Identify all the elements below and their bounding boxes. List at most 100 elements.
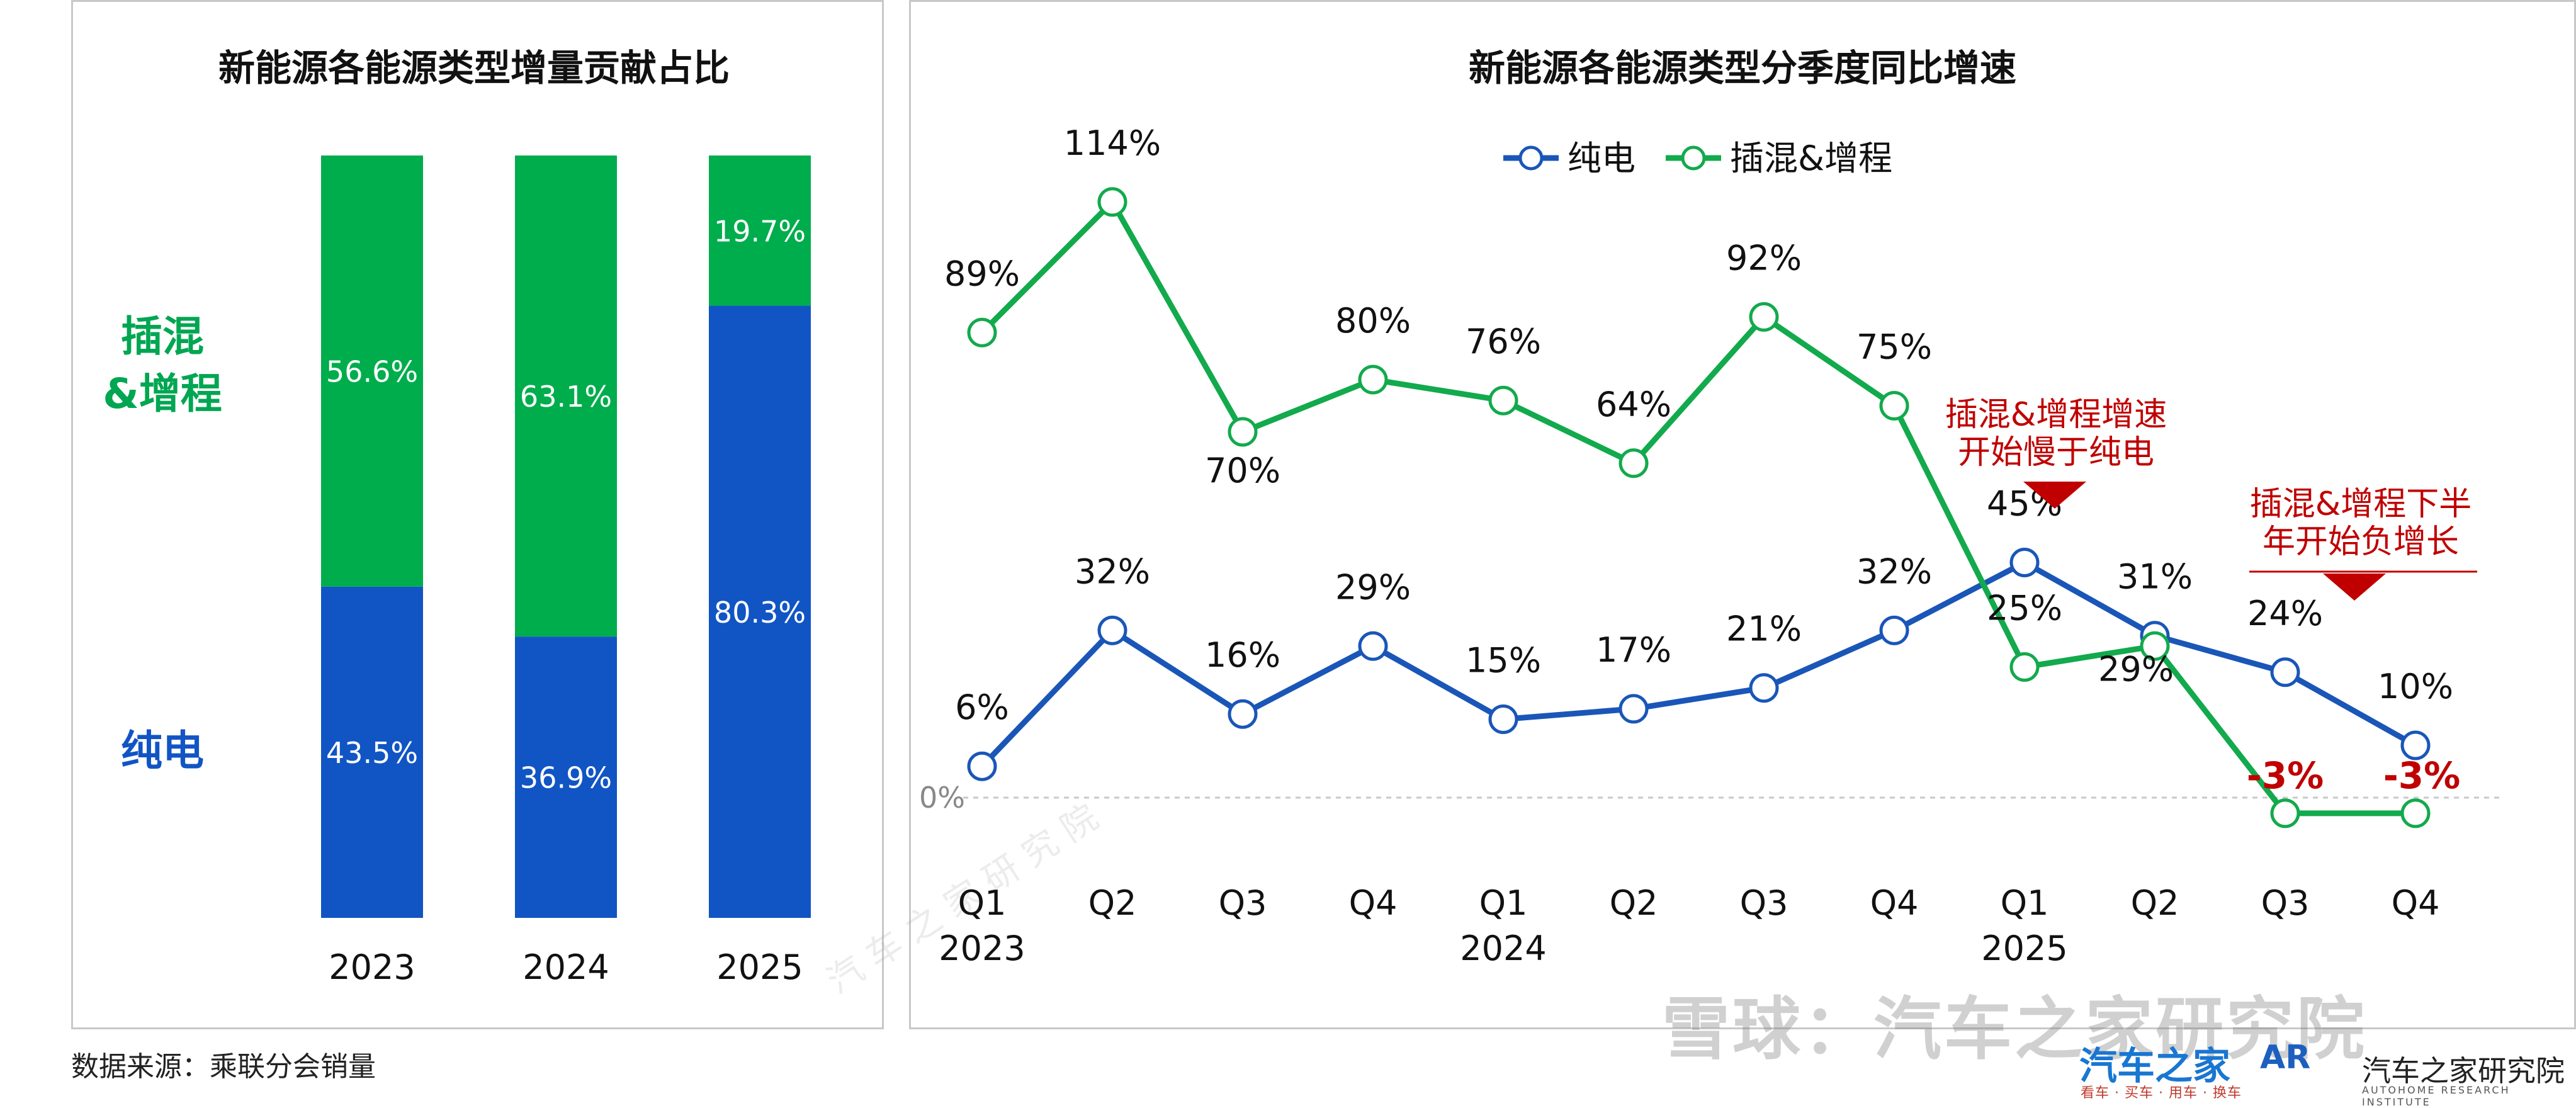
legend-bev-marker <box>1518 145 1544 171</box>
point-bev-11 <box>2400 730 2431 760</box>
data-label-phev-10: -3% <box>2247 754 2324 797</box>
phev-series-label-line2: &增程 <box>103 370 222 418</box>
annotation-1-arrow <box>2023 482 2086 509</box>
point-phev-4 <box>1488 385 1518 416</box>
xueqiu-watermark: 雪球：汽车之家研究院 <box>1662 990 2368 1069</box>
point-bev-5 <box>1618 694 1649 724</box>
x-tick-4: Q1 <box>1479 883 1528 923</box>
legend-phev-marker <box>1681 145 1706 171</box>
data-label-bev-1: 32% <box>1075 551 1150 591</box>
line-chart-panel <box>909 0 2576 1029</box>
annotation-2-line2: 年开始负增长 <box>2262 523 2459 561</box>
point-phev-7 <box>1879 391 1909 421</box>
legend-bev-label: 纯电 <box>1568 138 1635 178</box>
data-label-phev-4: 76% <box>1466 322 1541 361</box>
x-tick-0: Q1 <box>958 883 1007 923</box>
point-bev-10 <box>2270 657 2300 687</box>
annotation-2-line1: 插混&增程下半 <box>2250 485 2472 523</box>
data-label-bev-3: 29% <box>1335 567 1411 607</box>
annotation-2-arrow <box>2323 574 2386 601</box>
data-label-phev-1: 114% <box>1064 123 1161 163</box>
bar-label-phev-2025: 19.7% <box>714 214 806 248</box>
x-tick-2: Q3 <box>1219 883 1267 923</box>
x-tick-3: Q4 <box>1349 883 1398 923</box>
annotation-phev-negative: 插混&增程下半 年开始负增长 <box>2249 485 2477 601</box>
data-label-bev-11: 10% <box>2378 667 2453 706</box>
phev-series-label-line1: 插混 <box>121 312 204 361</box>
data-label-bev-10: 24% <box>2247 594 2323 633</box>
x-tick-1: Q2 <box>1088 883 1137 923</box>
data-label-phev-0: 89% <box>944 254 1020 293</box>
x-tick-9: Q2 <box>2131 883 2179 923</box>
point-bev-1 <box>1097 615 1127 645</box>
bar-bev-2025 <box>709 305 811 918</box>
point-bev-3 <box>1358 631 1388 661</box>
data-label-bev-4: 15% <box>1466 641 1541 681</box>
research-institute-english: AUTOHOME RESEARCH INSTITUTE <box>2362 1084 2511 1108</box>
point-phev-5 <box>1618 448 1649 478</box>
annotation-1-line1: 插混&增程增速 <box>1945 396 2167 434</box>
bar-bev-2024 <box>515 636 617 918</box>
x-tick-2023: 2023 <box>329 947 415 987</box>
legend-phev-label: 插混&增程 <box>1730 138 1892 178</box>
point-phev-8 <box>2009 652 2040 682</box>
point-bev-7 <box>1879 615 1909 645</box>
bar-label-bev-2023: 43.5% <box>326 736 418 770</box>
data-label-phev-3: 80% <box>1335 301 1411 341</box>
x-tick-10: Q3 <box>2261 883 2310 923</box>
annotation-1-line2: 开始慢于纯电 <box>1958 434 2154 472</box>
research-institute-name: 汽车之家研究院 <box>2362 1054 2565 1088</box>
bev-series-label: 纯电 <box>121 726 204 775</box>
data-label-bev-5: 17% <box>1596 630 1671 670</box>
point-phev-1 <box>1097 187 1127 217</box>
x-tick-7: Q4 <box>1870 883 1919 923</box>
autohome-slogan: 看车 · 买车 · 用车 · 换车 <box>2081 1085 2242 1101</box>
data-source-note: 数据来源：乘联分会销量 <box>71 1051 376 1083</box>
x-tick-11: Q4 <box>2392 883 2440 923</box>
point-phev-9 <box>2140 631 2170 661</box>
data-label-phev-2: 70% <box>1205 451 1280 490</box>
data-label-bev-0: 6% <box>955 687 1009 727</box>
zero-axis-label: 0% <box>919 781 965 815</box>
annotation-phev-slower: 插混&增程增速 开始慢于纯电 <box>1945 396 2167 509</box>
autohome-logo: 汽车之家 <box>2079 1044 2230 1088</box>
year-label-2023: 2023 <box>939 929 1025 968</box>
legend: 纯电 插混&增程 <box>1503 138 1892 178</box>
data-label-bev-9: 31% <box>2117 557 2193 597</box>
point-phev-11 <box>2400 798 2431 828</box>
bar-label-phev-2023: 56.6% <box>326 354 418 388</box>
data-label-phev-8: 25% <box>1987 589 2062 628</box>
point-phev-3 <box>1358 365 1388 395</box>
x-tick-2024: 2024 <box>523 947 609 987</box>
bar-chart-title: 新能源各能源类型增量贡献占比 <box>218 47 730 89</box>
x-tick-8: Q1 <box>2001 883 2049 923</box>
bar-label-bev-2024: 36.9% <box>520 761 612 795</box>
bar-label-bev-2025: 80.3% <box>714 596 806 630</box>
data-label-bev-2: 16% <box>1205 635 1280 675</box>
x-tick-6: Q3 <box>1740 883 1788 923</box>
data-label-phev-7: 75% <box>1856 327 1932 367</box>
research-institute-logo-icon: AR <box>2260 1039 2311 1077</box>
point-bev-0 <box>967 751 997 781</box>
bar-bev-2023 <box>321 586 423 918</box>
x-tick-5: Q2 <box>1610 883 1658 923</box>
data-label-phev-11: -3% <box>2383 754 2461 797</box>
data-label-phev-5: 64% <box>1596 385 1671 424</box>
line-chart-title: 新能源各能源类型分季度同比增速 <box>1469 47 2016 89</box>
point-phev-2 <box>1228 417 1258 447</box>
year-label-2024: 2024 <box>1460 929 1546 968</box>
data-label-phev-9: 29% <box>2098 649 2174 689</box>
data-label-bev-6: 21% <box>1726 609 1802 649</box>
year-label-2025: 2025 <box>1981 929 2067 968</box>
point-bev-6 <box>1749 673 1779 703</box>
bar-label-phev-2024: 63.1% <box>520 380 612 414</box>
bar-phev-2023 <box>321 155 423 587</box>
point-phev-6 <box>1749 302 1779 332</box>
series-line-bev <box>980 560 2417 769</box>
point-phev-10 <box>2270 798 2300 828</box>
bar-phev-2024 <box>515 155 617 637</box>
point-phev-0 <box>967 317 997 348</box>
point-bev-4 <box>1488 704 1518 734</box>
